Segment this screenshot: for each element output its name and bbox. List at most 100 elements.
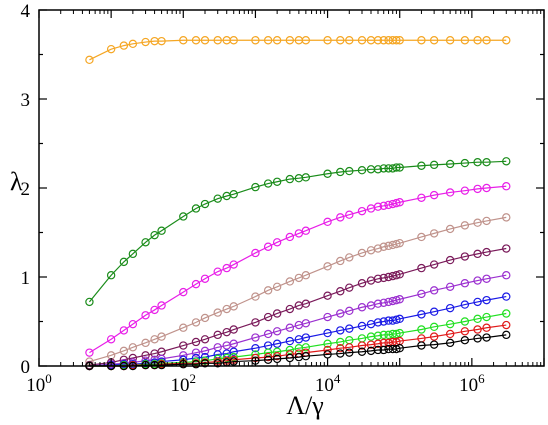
data-point [392,163,401,172]
data-point [384,241,393,251]
data-point [179,212,188,221]
data-point [229,325,238,334]
data-point [395,198,404,207]
data-point [285,36,295,45]
data-point [179,341,188,350]
data-point [392,239,401,249]
data-point [336,256,345,266]
data-point [272,309,282,318]
data-point [392,271,401,280]
data-point [200,313,210,323]
data-point [357,341,367,350]
data-point [379,36,388,45]
data-point [285,336,295,346]
series-line [88,160,507,303]
data-point [157,226,166,235]
data-point [229,190,238,199]
y-tick-label: 2 [21,179,31,200]
data-point [384,200,393,210]
data-point [460,300,470,309]
data-point [128,39,138,49]
data-point [502,320,511,330]
data-point [301,333,311,342]
data-point [179,287,188,297]
data-point [285,232,295,242]
y-tick-label: 3 [21,90,31,111]
data-point [336,309,345,318]
data-point [379,273,388,283]
data-point [323,339,332,348]
data-point [384,36,393,45]
data-point [395,295,404,304]
data-point [285,304,295,314]
data-point [445,159,455,169]
data-point [392,198,401,208]
data-point [395,328,404,338]
data-point [429,229,439,238]
data-point [213,194,222,203]
data-point [119,326,129,335]
data-point [191,318,201,327]
y-tick-label: 1 [21,268,31,289]
data-point [460,335,470,345]
data-point [445,36,455,45]
data-point [345,343,354,352]
data-point [191,204,201,213]
data-point [417,36,426,45]
data-point [141,351,150,360]
data-point [251,292,260,301]
data-point [251,182,260,192]
data-point [301,352,311,361]
data-point [384,344,393,354]
data-point [263,352,273,362]
data-point [285,345,295,355]
data-point [285,277,295,286]
data-point [502,271,511,280]
data-point [336,337,345,347]
data-point [272,352,282,361]
data-point [323,217,332,227]
data-point [445,303,455,313]
data-point [379,164,388,173]
data-point [301,319,311,328]
series-line [89,216,507,363]
data-point [357,206,367,216]
data-point [251,333,260,342]
data-point [373,345,383,355]
data-point [373,299,383,308]
data-point [263,286,273,295]
data-point [141,338,150,348]
data-point [473,325,482,334]
data-point [445,188,455,197]
data-point [272,238,282,247]
data-point [417,161,426,170]
data-point [106,44,116,54]
data-point [229,260,238,269]
data-point [222,263,231,273]
data-point [482,274,491,283]
series-line [89,39,507,61]
data-point [395,163,404,172]
data-point [392,36,401,45]
data-point [200,359,210,368]
data-point [272,339,282,348]
data-point [85,348,94,357]
data-point [373,202,383,211]
data-point [357,347,367,356]
data-point [384,272,393,282]
data-point [445,224,455,234]
data-point [482,312,491,322]
data-point [200,346,210,356]
data-point [336,167,345,177]
data-point [141,311,150,320]
data-point [200,274,210,283]
data-point [222,327,231,337]
data-point [379,330,388,340]
data-point [128,319,138,329]
data-point [301,343,311,352]
data-point [384,330,393,340]
data-point [323,291,332,300]
data-point [213,267,222,276]
data-point [301,36,311,45]
data-point [141,238,150,247]
